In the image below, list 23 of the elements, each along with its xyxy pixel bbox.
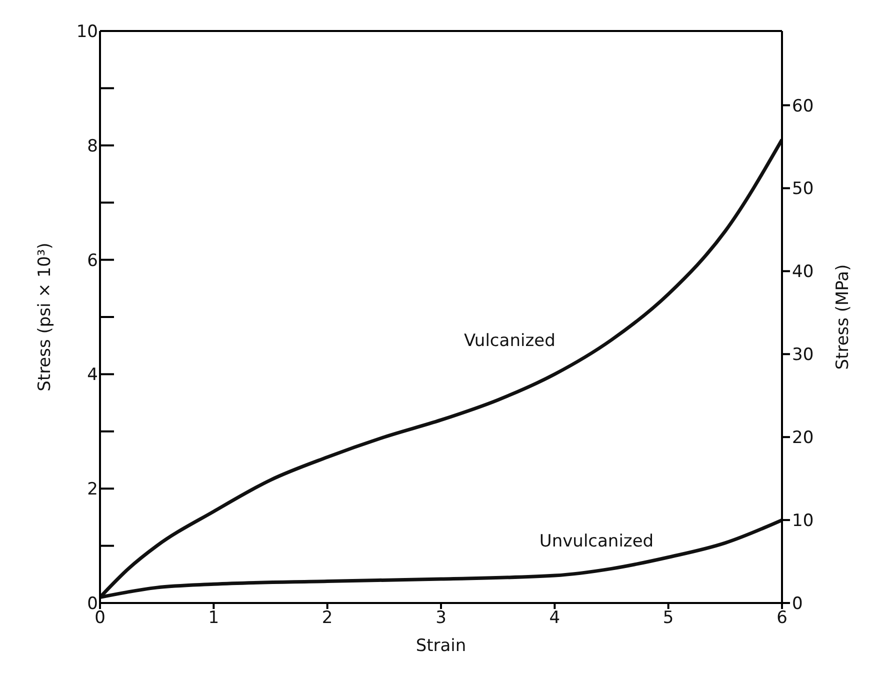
y2-tick-label: 0 (792, 594, 803, 614)
y2-tick-label: 50 (792, 179, 814, 200)
x-tick-label: 6 (776, 608, 788, 628)
series-label: Unvulcanized (539, 532, 654, 552)
y2-tick-label: 30 (792, 345, 814, 366)
y-tick-label: 4 (87, 365, 98, 386)
y2-tick-label: 40 (792, 262, 814, 282)
series-label: Vulcanized (464, 331, 556, 352)
y-tick-label: 2 (87, 480, 98, 500)
x-tick-label: 3 (436, 608, 446, 628)
x-tick-label: 2 (322, 608, 333, 628)
y2-tick-label: 10 (792, 511, 814, 532)
y2-axis-title: Stress (MPa) (833, 264, 854, 370)
x-axis-title: Strain (416, 636, 466, 656)
y-tick-label: 8 (87, 136, 98, 156)
y-tick-label: 10 (76, 22, 98, 42)
y2-tick-label: 60 (792, 96, 814, 116)
x-tick-label: 5 (662, 608, 674, 628)
y2-tick-label: 20 (792, 428, 814, 448)
x-tick-label: 1 (208, 608, 220, 628)
x-tick-label: 4 (549, 608, 560, 628)
y-tick-label: 6 (87, 250, 98, 271)
y-axis-title: Stress (psi × 10³) (35, 242, 56, 392)
